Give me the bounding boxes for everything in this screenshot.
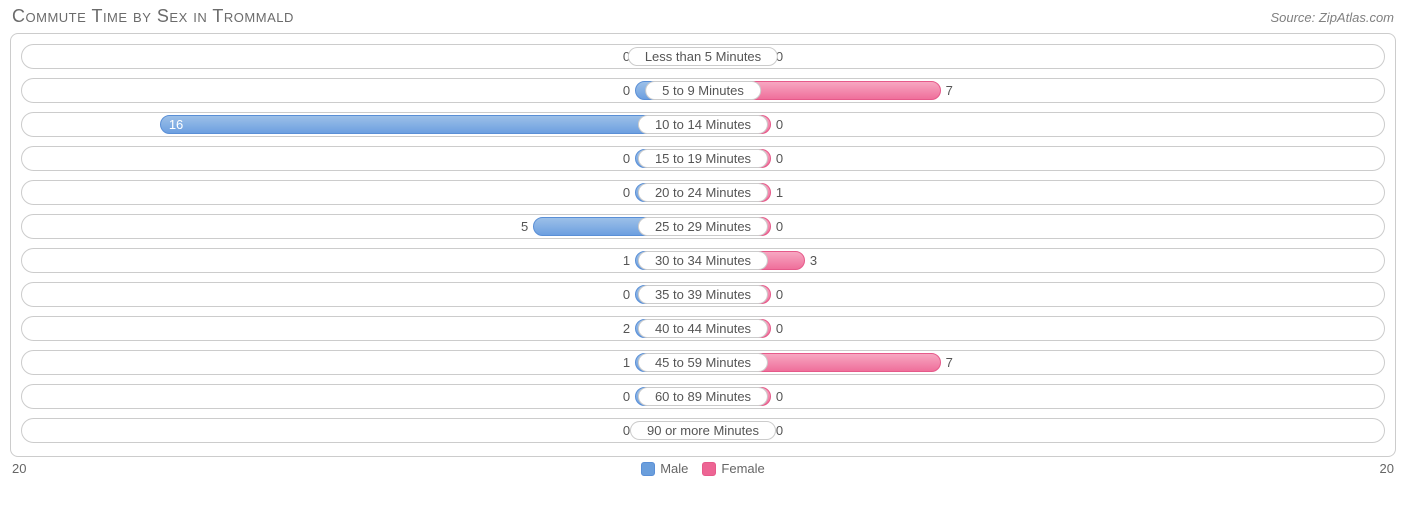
category-label: 20 to 24 Minutes bbox=[638, 183, 768, 202]
male-value: 0 bbox=[623, 184, 630, 201]
female-value: 0 bbox=[776, 422, 783, 439]
axis-max-left: 20 bbox=[12, 461, 26, 476]
male-value: 1 bbox=[623, 354, 630, 371]
male-value: 1 bbox=[623, 252, 630, 269]
axis-max-right: 20 bbox=[1380, 461, 1394, 476]
header: Commute Time by Sex in Trommald Source: … bbox=[10, 6, 1396, 33]
female-value: 3 bbox=[810, 252, 817, 269]
legend-swatch-female bbox=[702, 462, 716, 476]
male-bar: 16 bbox=[160, 115, 703, 134]
female-value: 1 bbox=[776, 184, 783, 201]
category-label: 45 to 59 Minutes bbox=[638, 353, 768, 372]
female-value: 7 bbox=[946, 354, 953, 371]
male-value: 0 bbox=[623, 150, 630, 167]
male-value: 2 bbox=[623, 320, 630, 337]
category-label: 60 to 89 Minutes bbox=[638, 387, 768, 406]
data-row: 0 7 5 to 9 Minutes bbox=[21, 78, 1385, 103]
data-row: 1 3 30 to 34 Minutes bbox=[21, 248, 1385, 273]
category-label: 30 to 34 Minutes bbox=[638, 251, 768, 270]
male-value: 16 bbox=[169, 116, 183, 133]
category-label: 90 or more Minutes bbox=[630, 421, 776, 440]
category-label: 35 to 39 Minutes bbox=[638, 285, 768, 304]
chart-title: Commute Time by Sex in Trommald bbox=[12, 6, 294, 27]
category-label: 15 to 19 Minutes bbox=[638, 149, 768, 168]
data-row: 2 0 40 to 44 Minutes bbox=[21, 316, 1385, 341]
source-label: Source: ZipAtlas.com bbox=[1270, 10, 1394, 25]
chart-container: Commute Time by Sex in Trommald Source: … bbox=[0, 0, 1406, 522]
footer: 20 Male Female 20 bbox=[10, 457, 1396, 476]
legend-item-female: Female bbox=[702, 461, 764, 476]
chart-body: 00Less than 5 Minutes075 to 9 Minutes160… bbox=[10, 33, 1396, 457]
category-label: 25 to 29 Minutes bbox=[638, 217, 768, 236]
data-row: 0 0 15 to 19 Minutes bbox=[21, 146, 1385, 171]
female-value: 0 bbox=[776, 388, 783, 405]
male-value: 5 bbox=[521, 218, 528, 235]
male-value: 0 bbox=[623, 286, 630, 303]
data-row: 0 0 35 to 39 Minutes bbox=[21, 282, 1385, 307]
category-label: 5 to 9 Minutes bbox=[645, 81, 761, 100]
data-row: 1 7 45 to 59 Minutes bbox=[21, 350, 1385, 375]
female-value: 0 bbox=[776, 320, 783, 337]
category-label: Less than 5 Minutes bbox=[628, 47, 778, 66]
legend-label-female: Female bbox=[721, 461, 764, 476]
legend-label-male: Male bbox=[660, 461, 688, 476]
female-value: 0 bbox=[776, 150, 783, 167]
legend-item-male: Male bbox=[641, 461, 688, 476]
data-row: 0 0 60 to 89 Minutes bbox=[21, 384, 1385, 409]
female-value: 0 bbox=[776, 286, 783, 303]
data-row: 0 1 20 to 24 Minutes bbox=[21, 180, 1385, 205]
legend-swatch-male bbox=[641, 462, 655, 476]
female-value: 0 bbox=[776, 116, 783, 133]
data-row: 0090 or more Minutes bbox=[21, 418, 1385, 443]
female-value: 7 bbox=[946, 82, 953, 99]
male-value: 0 bbox=[623, 82, 630, 99]
data-row: 16 0 10 to 14 Minutes bbox=[21, 112, 1385, 137]
male-value: 0 bbox=[623, 388, 630, 405]
data-row: 5 0 25 to 29 Minutes bbox=[21, 214, 1385, 239]
female-value: 0 bbox=[776, 218, 783, 235]
data-row: 00Less than 5 Minutes bbox=[21, 44, 1385, 69]
legend: Male Female bbox=[641, 461, 765, 476]
category-label: 40 to 44 Minutes bbox=[638, 319, 768, 338]
category-label: 10 to 14 Minutes bbox=[638, 115, 768, 134]
